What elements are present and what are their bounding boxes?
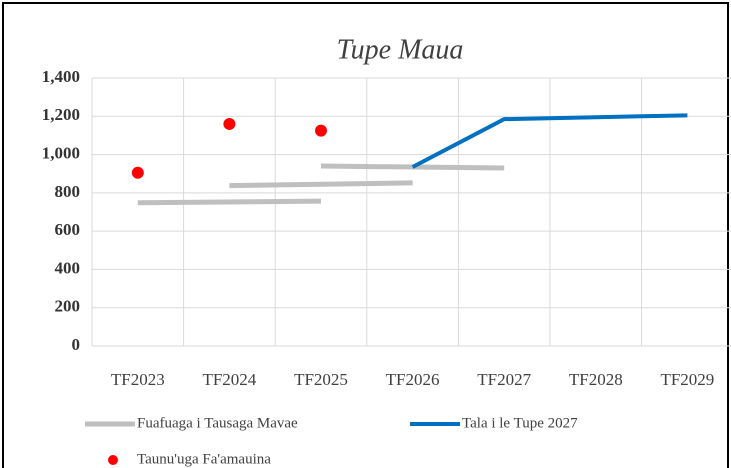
y-tick-label: 1,000	[42, 143, 80, 162]
x-tick-label: TF2028	[569, 370, 623, 389]
y-tick-label: 200	[55, 297, 81, 316]
dot	[315, 124, 327, 137]
line-piece	[137, 198, 322, 206]
x-tick-label: TF2027	[477, 370, 531, 389]
y-tick-label: 800	[55, 182, 81, 201]
x-tick-label: TF2029	[660, 370, 714, 389]
line-piece	[229, 180, 413, 189]
dot	[223, 117, 236, 130]
y-tick-label: 600	[55, 220, 81, 239]
x-tick-label: TF2026	[386, 370, 440, 389]
legend-label: Taunu'uga Fa'amauina	[137, 451, 271, 467]
x-tick-label: TF2025	[294, 370, 348, 389]
chart-title: Tupe Maua	[337, 34, 464, 65]
y-tick-label: 0	[72, 335, 81, 354]
legend-label: Fuafuaga i Tausaga Mavae	[137, 415, 298, 431]
legend-label: Tala i le Tupe 2027	[462, 415, 578, 431]
y-tick-label: 1,200	[42, 105, 80, 124]
legend-marker	[108, 455, 118, 465]
dot	[131, 166, 144, 179]
y-tick-label: 400	[55, 258, 81, 277]
line	[411, 113, 688, 169]
x-tick-label: TF2023	[111, 370, 165, 389]
x-tick-label: TF2024	[202, 370, 256, 389]
y-tick-label: 1,400	[42, 67, 80, 86]
